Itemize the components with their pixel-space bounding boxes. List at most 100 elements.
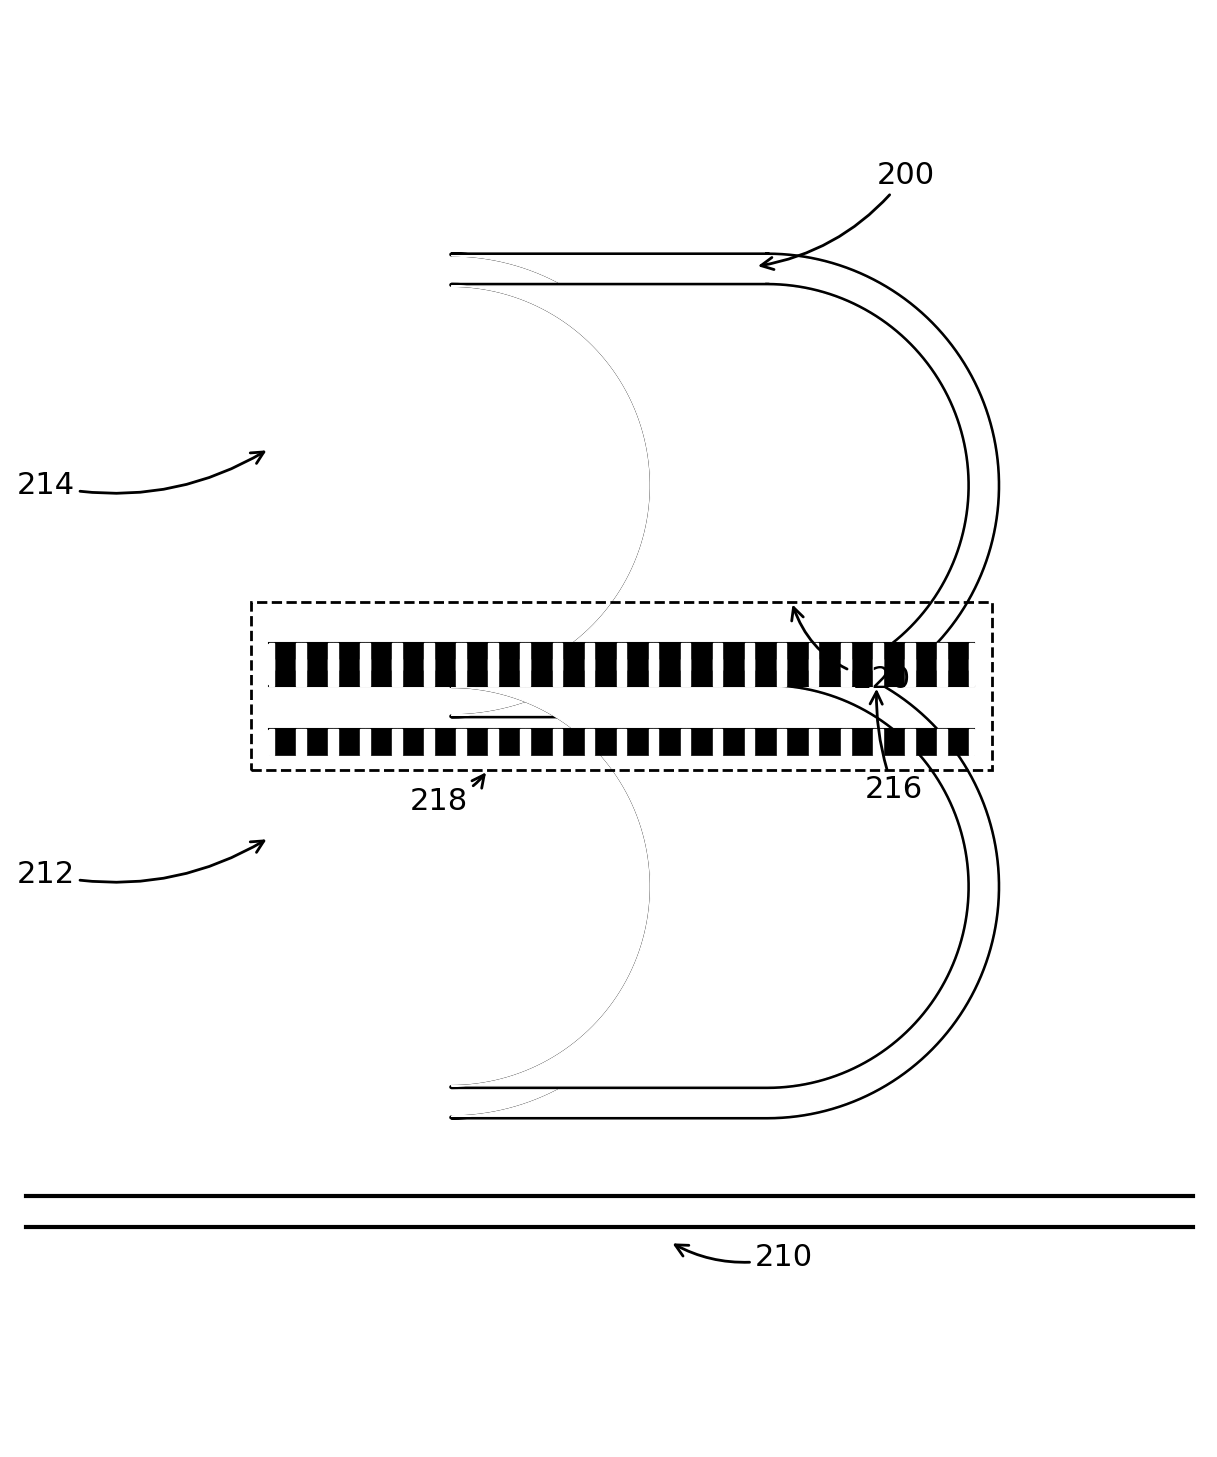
Polygon shape [873,728,877,756]
Polygon shape [488,659,493,686]
Polygon shape [584,643,589,670]
Polygon shape [718,643,723,670]
Polygon shape [781,659,786,686]
Polygon shape [654,643,658,670]
Polygon shape [776,728,781,756]
Polygon shape [809,659,814,686]
Text: 214: 214 [16,452,264,500]
Polygon shape [461,643,466,670]
Polygon shape [942,659,947,686]
Polygon shape [296,659,301,686]
Polygon shape [452,286,966,685]
Polygon shape [809,728,814,756]
Polygon shape [425,659,430,686]
Polygon shape [846,659,877,686]
Polygon shape [841,728,846,756]
Polygon shape [910,728,942,756]
Polygon shape [392,659,397,686]
Polygon shape [333,643,365,670]
Polygon shape [521,728,526,756]
Polygon shape [713,659,718,686]
Polygon shape [846,728,877,756]
Polygon shape [365,659,397,686]
Polygon shape [910,643,915,670]
Polygon shape [654,659,658,686]
Polygon shape [877,659,910,686]
Polygon shape [745,659,750,686]
Polygon shape [526,643,531,670]
Polygon shape [461,659,493,686]
Polygon shape [685,643,690,670]
Polygon shape [526,659,557,686]
Polygon shape [718,659,750,686]
Polygon shape [425,643,430,670]
Polygon shape [488,643,493,670]
Polygon shape [846,659,851,686]
Polygon shape [750,659,781,686]
Polygon shape [814,728,846,756]
Polygon shape [589,659,594,686]
Polygon shape [526,728,557,756]
Text: 210: 210 [675,1243,813,1272]
Polygon shape [521,659,526,686]
Polygon shape [685,659,718,686]
Text: 220: 220 [792,608,910,695]
Polygon shape [617,728,622,756]
Polygon shape [365,643,370,670]
Polygon shape [589,728,622,756]
Polygon shape [654,659,685,686]
Polygon shape [750,643,755,670]
Polygon shape [430,659,461,686]
Polygon shape [329,728,333,756]
Polygon shape [713,643,718,670]
Polygon shape [397,659,430,686]
Polygon shape [937,728,942,756]
Polygon shape [397,728,430,756]
Text: 212: 212 [16,841,264,889]
Polygon shape [296,643,301,670]
Polygon shape [781,643,814,670]
Polygon shape [905,643,910,670]
Polygon shape [584,659,589,686]
Polygon shape [397,643,430,670]
Polygon shape [745,643,750,670]
Polygon shape [680,728,685,756]
Polygon shape [301,728,305,756]
Polygon shape [654,643,685,670]
Polygon shape [557,643,562,670]
Polygon shape [718,728,723,756]
Polygon shape [521,643,526,670]
Polygon shape [269,643,274,670]
Polygon shape [333,728,338,756]
Polygon shape [452,688,966,1085]
Polygon shape [461,728,493,756]
Polygon shape [526,659,531,686]
Polygon shape [301,643,305,670]
Polygon shape [685,659,690,686]
Polygon shape [397,659,402,686]
Polygon shape [622,659,654,686]
Polygon shape [649,728,654,756]
Polygon shape [841,643,846,670]
Polygon shape [685,728,690,756]
Polygon shape [846,643,877,670]
Polygon shape [877,643,882,670]
Polygon shape [750,728,755,756]
Polygon shape [750,659,755,686]
Polygon shape [488,728,493,756]
Polygon shape [910,643,942,670]
Polygon shape [553,643,557,670]
Polygon shape [617,659,622,686]
Polygon shape [365,659,370,686]
Polygon shape [397,643,402,670]
Polygon shape [493,659,498,686]
Polygon shape [649,643,654,670]
Polygon shape [493,643,526,670]
Polygon shape [526,643,557,670]
Polygon shape [750,643,781,670]
Polygon shape [333,643,338,670]
Polygon shape [622,643,654,670]
Polygon shape [329,643,333,670]
Polygon shape [553,728,557,756]
Polygon shape [617,643,622,670]
